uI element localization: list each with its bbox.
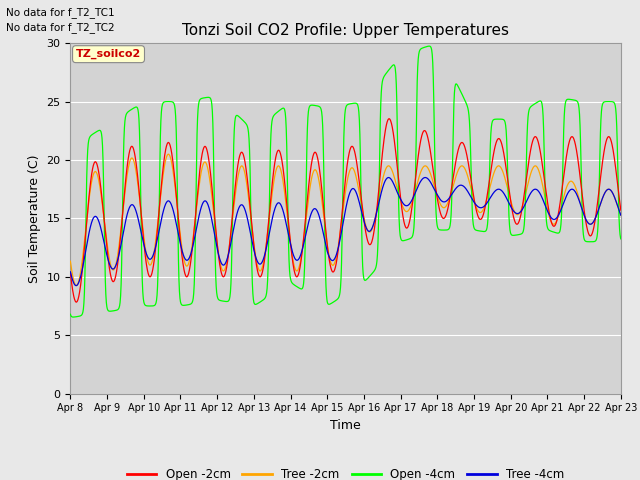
Y-axis label: Soil Temperature (C): Soil Temperature (C)	[28, 154, 41, 283]
Legend: Open -2cm, Tree -2cm, Open -4cm, Tree -4cm: Open -2cm, Tree -2cm, Open -4cm, Tree -4…	[122, 463, 569, 480]
Text: No data for f_T2_TC2: No data for f_T2_TC2	[6, 22, 115, 33]
Text: TZ_soilco2: TZ_soilco2	[76, 49, 141, 60]
X-axis label: Time: Time	[330, 419, 361, 432]
Title: Tonzi Soil CO2 Profile: Upper Temperatures: Tonzi Soil CO2 Profile: Upper Temperatur…	[182, 23, 509, 38]
Text: No data for f_T2_TC1: No data for f_T2_TC1	[6, 7, 115, 18]
